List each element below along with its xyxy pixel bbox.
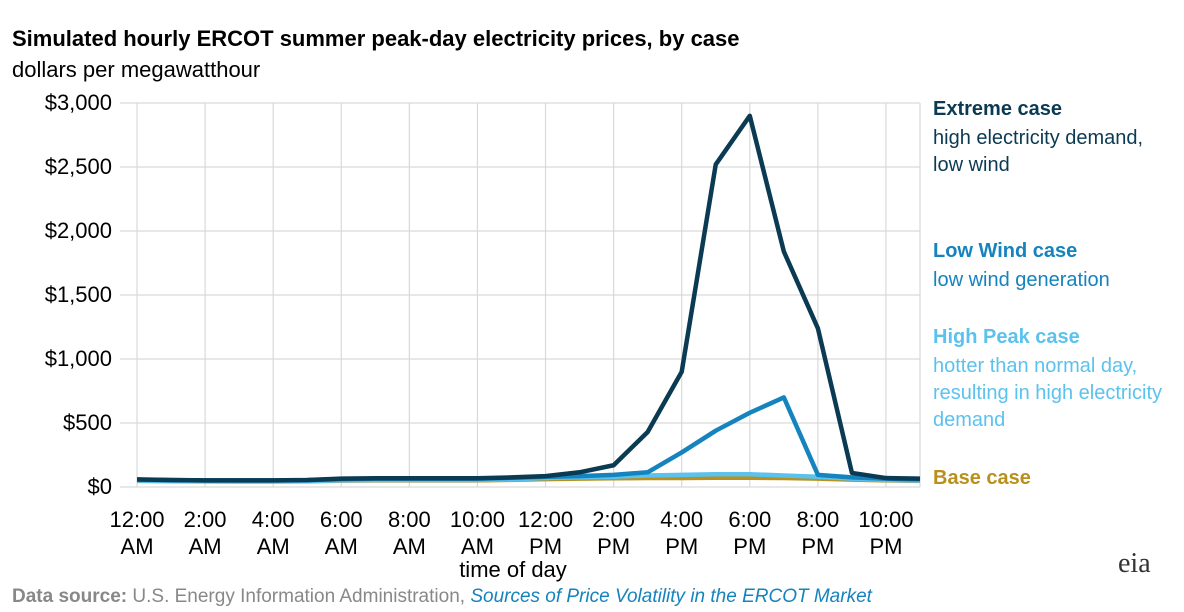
y-tick-label: $500 xyxy=(63,410,112,435)
x-tick-label: 12:00 PM xyxy=(518,507,574,559)
legend-name: Extreme case xyxy=(933,98,1062,120)
legend-description: hotter than normal day, resulting in hig… xyxy=(933,355,1162,431)
x-tick-label: 4:00 PM xyxy=(660,507,704,559)
source-text: U.S. Energy Information Administration, xyxy=(132,586,466,607)
x-tick-label: 8:00 PM xyxy=(796,507,840,559)
legend-name: Base case xyxy=(933,467,1031,489)
y-tick-label: $2,000 xyxy=(44,218,112,243)
legend-description: low wind generation xyxy=(933,269,1110,291)
x-tick-label: 4:00 AM xyxy=(251,507,295,559)
y-tick-label: $3,000 xyxy=(44,90,112,115)
x-tick-label: 6:00 AM xyxy=(319,507,363,559)
line xyxy=(136,395,921,483)
logo: eia xyxy=(1118,548,1151,579)
legend-description: high electricity demand, low wind xyxy=(933,127,1144,176)
legend-name: High Peak case xyxy=(933,326,1080,348)
source-label: Data source: xyxy=(12,586,128,607)
line xyxy=(136,113,921,483)
y-tick-label: $1,000 xyxy=(44,346,112,371)
x-tick-label: 12:00 AM xyxy=(109,507,165,559)
x-tick-label: 2:00 PM xyxy=(592,507,636,559)
source-link[interactable]: Sources of Price Volatility in the ERCOT… xyxy=(470,586,872,607)
x-tick-label: 10:00 PM xyxy=(858,507,914,559)
y-tick-label: $2,500 xyxy=(44,154,112,179)
x-tick-label: 10:00 AM xyxy=(449,507,505,559)
source: Data source: U.S. Energy Information Adm… xyxy=(12,586,872,608)
x-tick-label: 2:00 AM xyxy=(183,507,227,559)
legend-name: Low Wind case xyxy=(933,240,1078,262)
x-tick-label: 8:00 AM xyxy=(387,507,431,559)
y-tick-label: $0 xyxy=(87,474,112,499)
x-axis-label: time of day xyxy=(459,557,567,582)
chart-subtitle: dollars per megawatthour xyxy=(12,57,261,82)
chart-title: Simulated hourly ERCOT summer peak-day e… xyxy=(12,26,740,51)
x-tick-label: 6:00 PM xyxy=(728,507,772,559)
y-tick-label: $1,500 xyxy=(44,282,112,307)
